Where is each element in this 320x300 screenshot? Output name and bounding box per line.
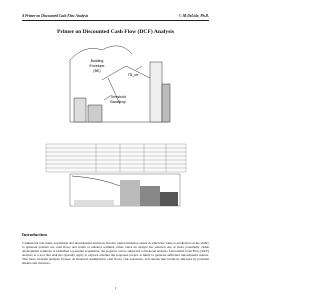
figure: Building Envelope (BE) TB_ce Threshold B… [45,45,187,207]
arrow [107,77,121,105]
page: A Primer on Discounted Cash Flow Analysi… [22,14,209,290]
baseline [69,60,168,123]
diagram-label: (BE) [93,69,100,73]
document-title: Primer on Discounted Cash Flow (DCF) Ana… [56,29,175,35]
chart-graphic [69,173,181,207]
diagram-label: Threshold [110,95,126,99]
header-author: © JB DeLisle, Ph.D. [178,14,209,18]
diagram-label: Backdrop [110,100,125,104]
header-rule [22,20,209,21]
table [45,143,187,173]
tower [149,61,163,123]
envelope-curve [69,45,133,61]
roof-line [101,65,151,81]
building-block [87,104,103,123]
building-block [73,97,87,123]
page-number: 1 [114,286,117,290]
diagram-label: TB_ce [128,73,138,77]
diagram-label: Building [91,59,104,63]
arrow [103,95,111,101]
tower [161,83,171,123]
arrow [135,65,143,71]
header-title: A Primer on Discounted Cash Flow Analysi… [22,14,89,18]
paragraph: Commercial real estate acquisition and d… [22,241,209,265]
diagram-label: Envelope [90,64,105,68]
diagram [69,45,171,123]
section-heading: Introduction [22,232,47,237]
